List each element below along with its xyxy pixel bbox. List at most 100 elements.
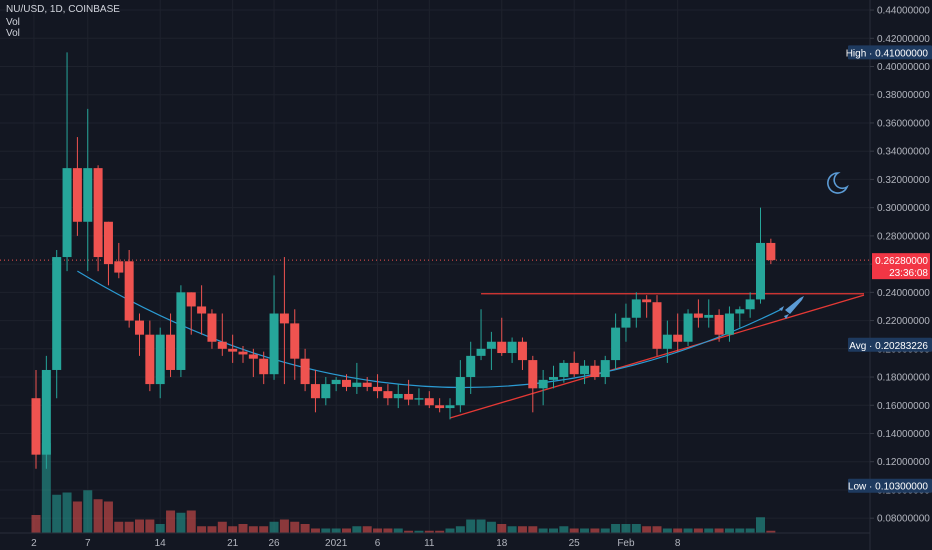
candle-body	[528, 360, 538, 389]
candle-body	[186, 292, 196, 307]
candle-body	[704, 314, 714, 318]
volume-bar	[745, 528, 755, 533]
volume-bar	[714, 528, 724, 533]
candle-body	[373, 386, 383, 392]
price-tick-label: 0.18000000	[877, 373, 930, 384]
grid	[0, 0, 870, 533]
candle-body	[103, 221, 113, 265]
volume-bar	[31, 515, 41, 533]
symbol-title: NU/USD, 1D, COINBASE	[6, 4, 120, 15]
vol-label-2: Vol	[6, 28, 20, 39]
time-tick-label: 2021	[325, 538, 348, 549]
volume-bar	[466, 519, 476, 533]
volume-bar	[352, 526, 362, 533]
volume-bar	[455, 526, 465, 533]
candle-body	[724, 313, 734, 335]
candle-body	[155, 334, 165, 385]
candle-body	[290, 323, 300, 359]
volume-bar	[517, 526, 527, 533]
candle-body	[435, 405, 445, 409]
avg-badge-bg	[848, 337, 932, 352]
candle-body	[652, 302, 662, 349]
volume-bar	[197, 526, 207, 533]
price-tick-label: 0.24000000	[877, 288, 930, 299]
time-tick-label: 25	[569, 538, 581, 549]
candles	[31, 52, 776, 469]
volume-bar	[486, 521, 496, 533]
candle-body	[549, 377, 558, 380]
volume-bar	[228, 526, 238, 533]
volume-bar	[766, 530, 776, 533]
current-price-badge-bg	[872, 253, 930, 280]
volume-bar	[662, 528, 672, 533]
candle-body	[197, 306, 207, 314]
price-tick-label: 0.36000000	[877, 118, 930, 129]
volume-bar	[445, 528, 455, 533]
volume-bar	[342, 528, 351, 533]
volume-bar	[549, 528, 558, 533]
candle-body	[331, 379, 341, 385]
volume-bar	[176, 512, 186, 533]
current-price-badge-text: 0.26280000	[875, 256, 928, 267]
candle-body	[497, 341, 507, 354]
candle-body	[714, 314, 724, 335]
price-badges: High · 0.41000000 Avg · 0.20283226 Low · 0…	[846, 45, 932, 493]
candle-body	[52, 257, 62, 370]
volume-bar	[166, 510, 176, 533]
volume-bar	[600, 528, 610, 533]
volume-bar	[538, 528, 548, 533]
candle-body	[72, 168, 82, 222]
candle-body	[62, 168, 72, 258]
candle-body	[642, 299, 652, 303]
volume-bar	[642, 526, 652, 533]
avg-badge-text: Avg · 0.20283226	[849, 341, 928, 352]
volume-bar	[683, 528, 693, 533]
volume-bar	[331, 528, 341, 533]
low-badge-bg	[848, 478, 932, 493]
candle-body	[745, 299, 755, 310]
candle-body	[621, 317, 631, 328]
candle-body	[569, 362, 579, 375]
price-tick-label: 0.08000000	[877, 514, 930, 525]
rocket-icon[interactable]	[779, 296, 804, 319]
high-badge-bg	[848, 45, 932, 60]
price-tick-label: 0.40000000	[877, 62, 930, 73]
volume-bar	[155, 524, 165, 533]
volume-bar	[507, 526, 517, 533]
candle-body	[342, 379, 351, 387]
candle-body	[590, 365, 600, 378]
candle-body	[673, 334, 683, 342]
candle-body	[124, 261, 134, 321]
volume-bar	[207, 526, 217, 533]
time-axis[interactable]: 2 7 14 21 26 2021 6 11 18 25 Feb 8	[0, 532, 870, 549]
time-tick-label: 7	[85, 538, 91, 549]
volume-bar	[704, 528, 714, 533]
volume-bar	[124, 521, 134, 533]
candle-body	[414, 398, 424, 400]
volume-bar	[497, 524, 507, 533]
candle-body	[248, 354, 258, 359]
volume-bar	[631, 524, 641, 533]
volume-bar	[590, 528, 600, 533]
candle-body	[662, 334, 672, 349]
volume-bar	[559, 526, 569, 533]
time-tick-label: 14	[155, 538, 167, 549]
volume-bar	[321, 528, 331, 533]
candle-body	[207, 313, 217, 342]
time-tick-label: 2	[31, 538, 37, 549]
volume-bar	[735, 528, 745, 533]
time-tick-label: Feb	[617, 538, 635, 549]
volume-bar	[383, 528, 393, 533]
moon-icon[interactable]	[823, 170, 849, 196]
candle-body	[41, 369, 51, 455]
candle-body	[517, 341, 527, 361]
volume-bar	[580, 528, 590, 533]
vol-label: Vol	[6, 17, 20, 28]
candle-body	[507, 341, 517, 354]
time-tick-label: 6	[375, 538, 381, 549]
volume-bar	[310, 528, 320, 533]
candle-body	[135, 320, 144, 335]
volume-bar	[435, 530, 445, 533]
volume-bar	[724, 528, 734, 533]
